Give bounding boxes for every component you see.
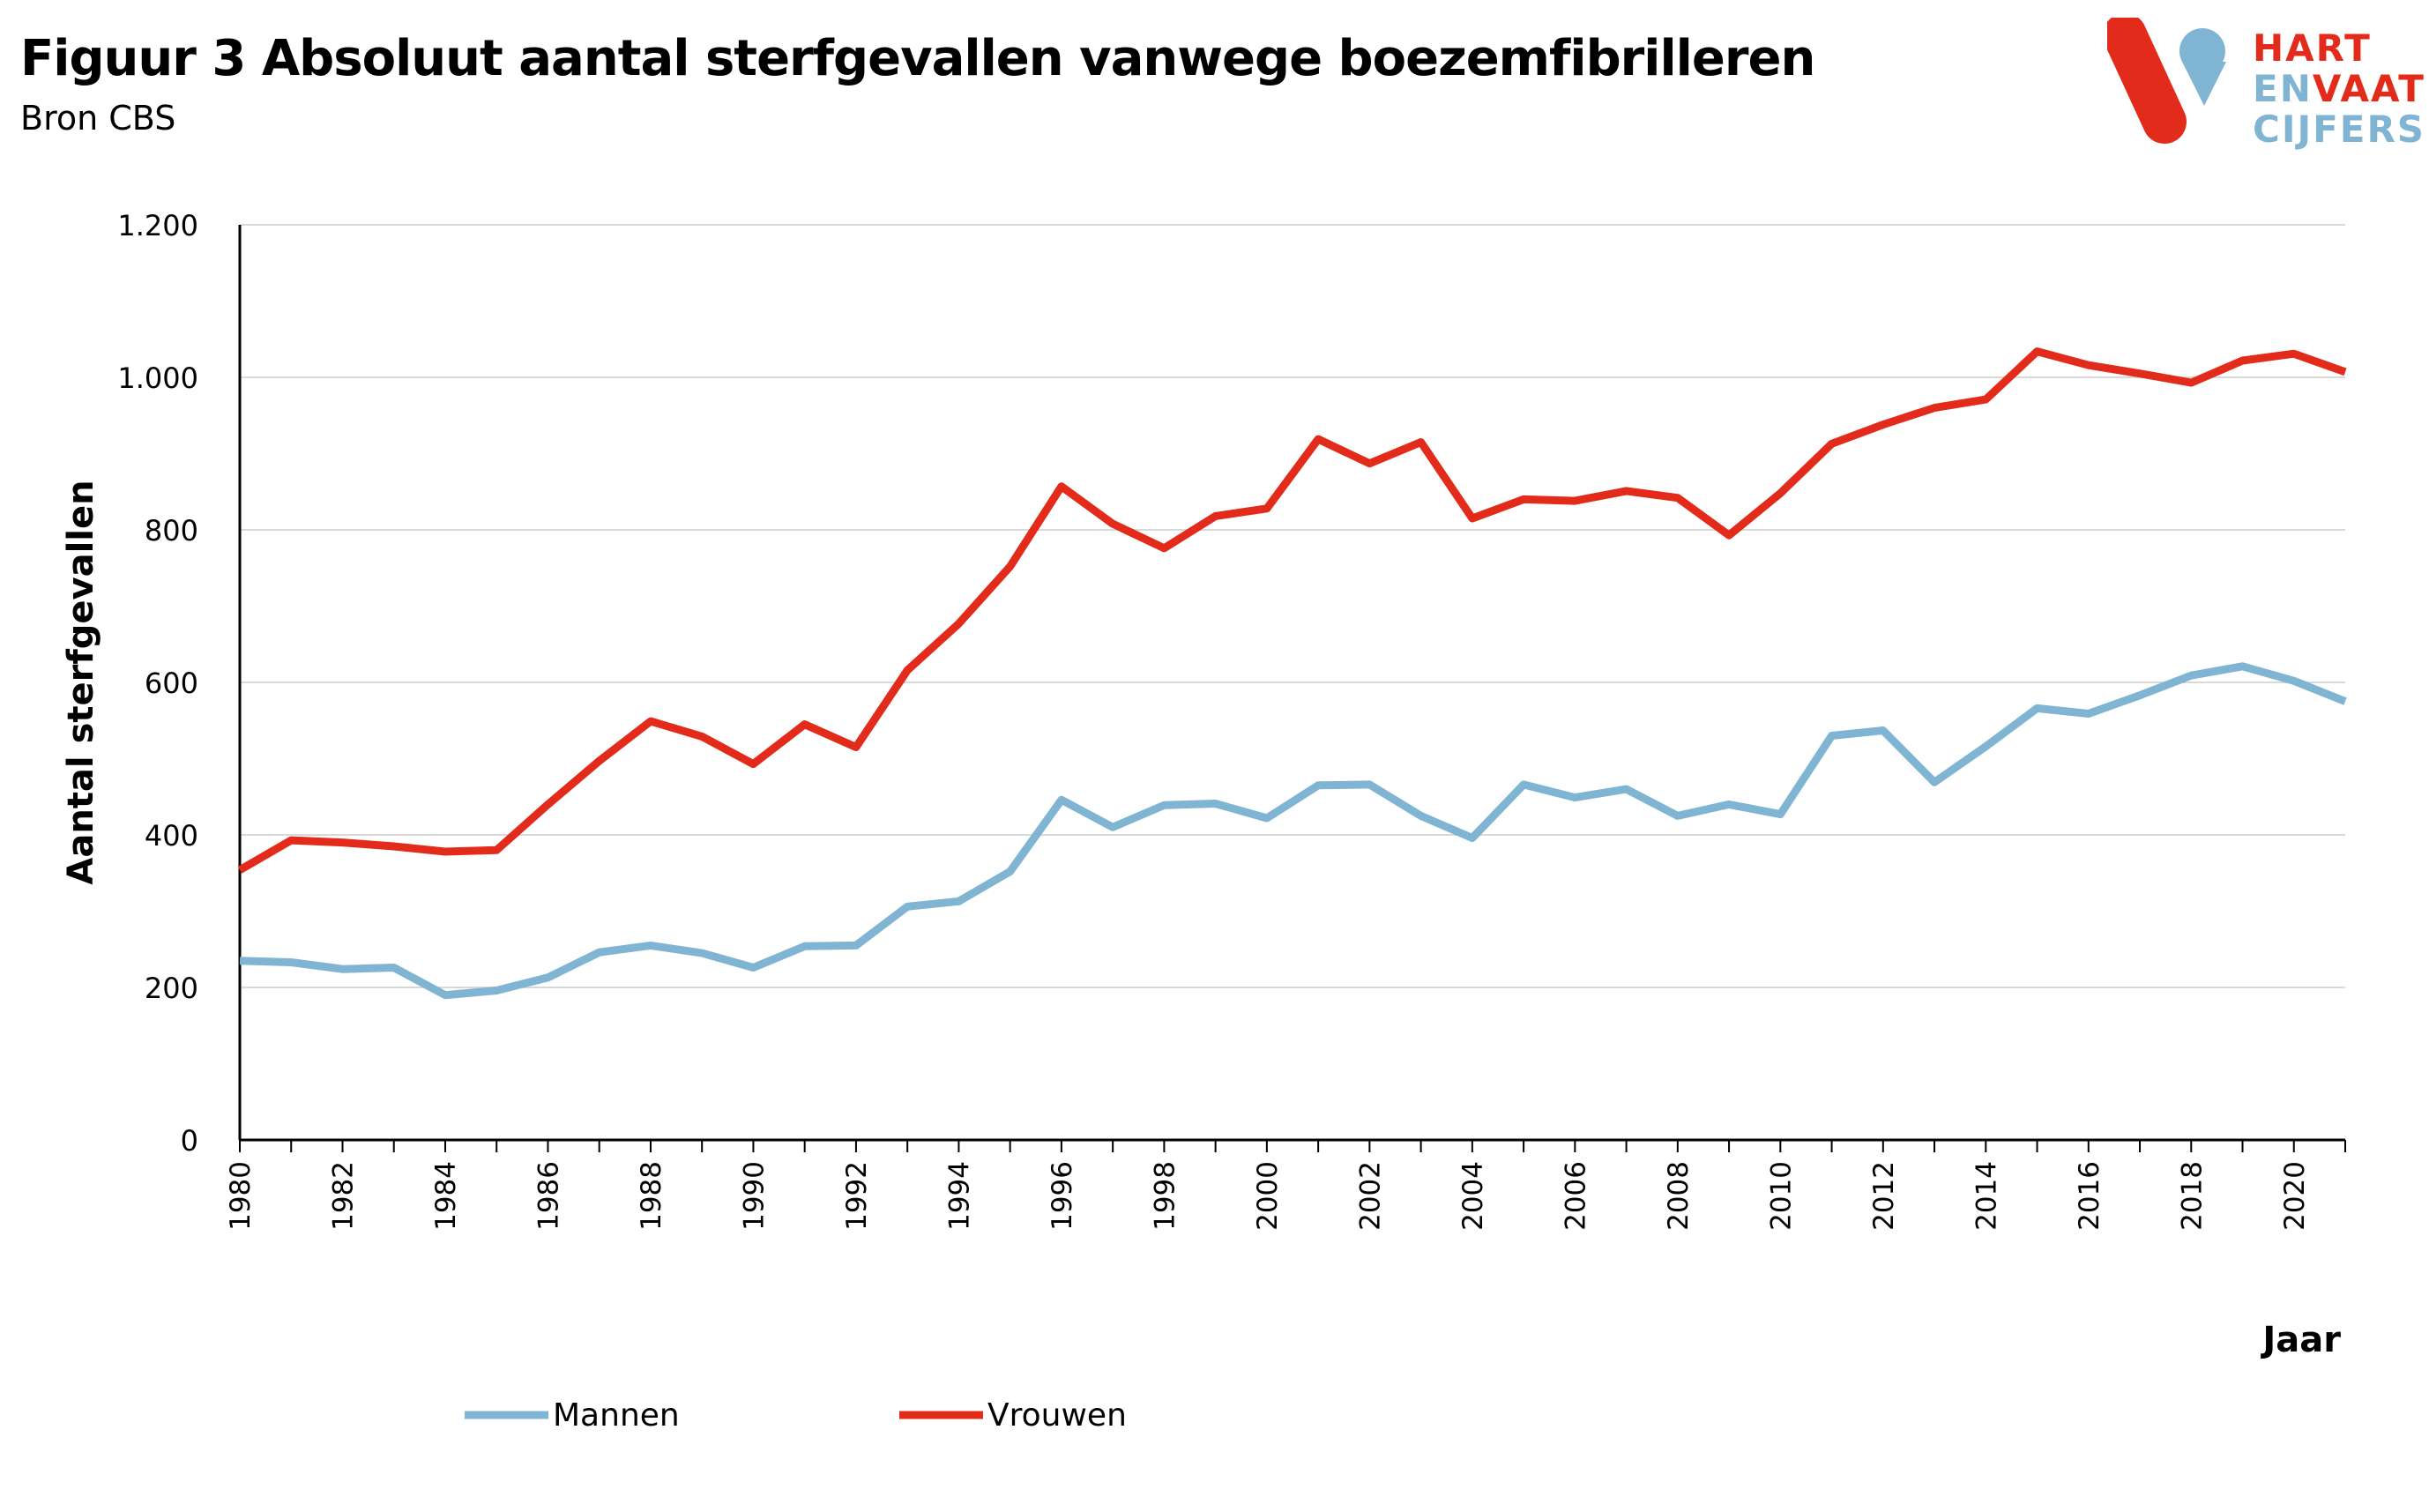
x-tick-label: 2014 <box>1971 1161 2002 1231</box>
y-tick-label: 1.000 <box>117 361 198 395</box>
x-axis-title: Jaar <box>2260 1320 2341 1360</box>
logo-text-hart: HART <box>2253 26 2372 70</box>
y-tick-label: 600 <box>145 667 198 700</box>
x-tick-label: 2006 <box>1560 1161 1591 1231</box>
x-tick-label: 1984 <box>430 1161 462 1231</box>
x-tick-label: 1988 <box>636 1161 667 1231</box>
x-tick-label: 2020 <box>2279 1161 2311 1231</box>
y-tick-label: 800 <box>145 514 198 547</box>
x-tick-label: 1986 <box>533 1161 564 1231</box>
x-tick-label: 2018 <box>2176 1161 2208 1231</box>
x-tick-label: 2010 <box>1765 1161 1797 1231</box>
x-tick-label: 1998 <box>1149 1161 1181 1231</box>
chart-title: Figuur 3 Absoluut aantal sterfgevallen v… <box>20 30 1815 87</box>
x-tick-label: 2012 <box>1868 1161 1900 1231</box>
logo-text-vaat: VAAT <box>2312 67 2425 110</box>
x-tick-label: 2004 <box>1457 1161 1489 1231</box>
x-tick-label: 2002 <box>1354 1161 1386 1231</box>
y-axis-title: Aantal sterfgevallen <box>61 480 101 884</box>
hartenvaatcijfers-logo: HART ENVAAT CIJFERS <box>2107 18 2429 150</box>
y-tick-label: 400 <box>145 819 198 853</box>
logo-mark-icon <box>2107 18 2226 144</box>
series-line-mannen <box>239 662 2347 1000</box>
logo-text-cijfers: CIJFERS <box>2253 108 2426 151</box>
y-tick-label: 0 <box>181 1124 198 1158</box>
x-tick-label: 2000 <box>1252 1161 1284 1231</box>
x-tick-label: 2008 <box>1663 1161 1695 1231</box>
legend-label-vrouwen: Vrouwen <box>987 1397 1127 1434</box>
series-line-vrouwen <box>237 347 2347 874</box>
logo-text-en: EN <box>2253 67 2313 110</box>
x-tick-label: 1982 <box>327 1161 359 1231</box>
y-tick-label: 1.200 <box>117 209 198 242</box>
x-tick-label: 1990 <box>738 1161 770 1231</box>
y-tick-label: 200 <box>145 972 198 1005</box>
logo-text-envaat: ENVAAT <box>2253 69 2425 109</box>
x-tick-label: 2016 <box>2074 1161 2105 1231</box>
x-tick-label: 1996 <box>1047 1161 1078 1231</box>
x-tick-label: 1994 <box>943 1161 975 1231</box>
chart-subtitle: Bron CBS <box>20 99 176 138</box>
legend-label-mannen: Mannen <box>553 1397 680 1434</box>
x-tick-label: 1980 <box>225 1161 257 1231</box>
x-tick-label: 1992 <box>841 1161 873 1231</box>
